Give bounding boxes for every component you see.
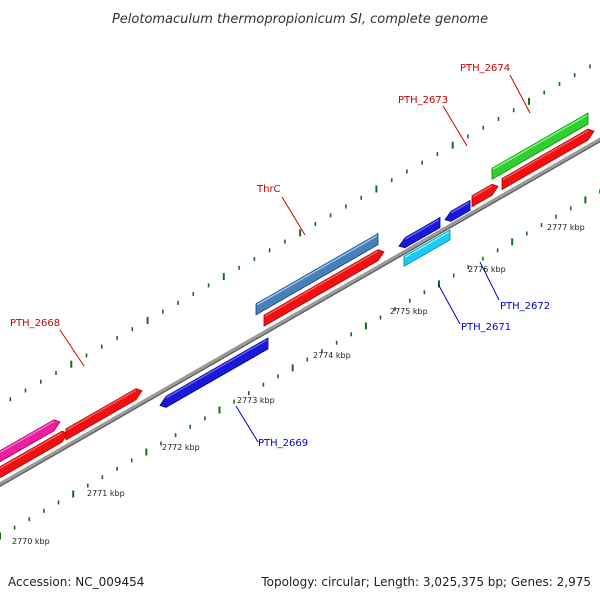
kbp-markers: 2770 kbp 2771 kbp 2772 kbp 2773 kbp 2774… [12, 223, 585, 546]
feature-highlight-red-cds-4 [472, 185, 493, 198]
genome-backbone [0, 137, 600, 487]
callout-line-pth2668 [59, 329, 85, 367]
gene-label-pth2674[interactable]: PTH_2674 [460, 63, 510, 74]
callout-line-pth2672 [479, 261, 500, 301]
upper-tick-row [9, 64, 591, 402]
kbp-label-2772: 2772 kbp [162, 443, 200, 452]
feature-red-cds-4[interactable] [471, 183, 499, 208]
feature-highlight-pth2674-gene [492, 114, 588, 170]
gene-label-thrc[interactable]: ThrC [256, 184, 281, 195]
lower-tick-row [0, 189, 600, 540]
feature-red-cds-3[interactable] [263, 249, 385, 327]
feature-thrc-gene[interactable] [255, 233, 379, 316]
kbp-label-2775: 2775 kbp [390, 307, 428, 316]
feature-highlight-red-cds-1 [0, 432, 63, 470]
feature-pink-gene[interactable] [0, 419, 61, 468]
callout-line-pth2671 [437, 283, 461, 325]
genome-backbone-shadow [0, 141, 600, 487]
feature-highlight-pth2669-cds [165, 339, 268, 399]
gene-label-pth2672[interactable]: PTH_2672 [500, 301, 550, 312]
feature-highlight-pink-gene [0, 420, 55, 454]
feature-blocks [0, 112, 595, 483]
callout-line-thrc [281, 196, 306, 236]
genome-summary-footer: Topology: circular; Length: 3,025,375 bp… [260, 575, 591, 589]
kbp-label-2773: 2773 kbp [237, 396, 275, 405]
kbp-label-2770: 2770 kbp [12, 537, 50, 546]
gene-label-pth2669[interactable]: PTH_2669 [258, 438, 308, 449]
feature-red-cds-5[interactable] [501, 128, 595, 191]
accession-footer: Accession: NC_009454 [8, 575, 144, 589]
callout-line-pth2669 [235, 405, 259, 443]
kbp-label-2774: 2774 kbp [313, 351, 351, 360]
callout-line-pth2673 [442, 105, 468, 147]
feature-red-cds-2[interactable] [65, 388, 143, 441]
feature-highlight-red-cds-2 [66, 389, 137, 431]
feature-highlight-pth2671-cds [404, 219, 440, 240]
feature-highlight-red-cds-5 [502, 129, 589, 181]
gene-label-pth2673[interactable]: PTH_2673 [398, 95, 448, 106]
feature-highlight-red-cds-3 [264, 250, 379, 317]
feature-highlight-pth2671-gene [404, 231, 450, 258]
feature-red-cds-1[interactable] [0, 430, 69, 483]
gene-label-pth2671[interactable]: PTH_2671 [461, 322, 511, 333]
kbp-label-2771: 2771 kbp [87, 489, 125, 498]
callout-line-pth2674 [509, 74, 531, 114]
map-title: Pelotomaculum thermopropionicum SI, comp… [112, 12, 488, 27]
feature-pth2674-gene[interactable] [491, 112, 589, 180]
feature-highlight-pth2672-cds [450, 201, 470, 214]
feature-highlight-thrc-gene [256, 235, 378, 306]
gene-label-callouts: PTH_2668 ThrC PTH_2673 PTH_2674 PTH_2669… [10, 63, 550, 449]
kbp-label-2776: 2776 kbp [468, 265, 506, 274]
feature-pth2671-gene[interactable] [403, 229, 451, 267]
gene-label-pth2668[interactable]: PTH_2668 [10, 318, 60, 329]
kbp-label-2777: 2777 kbp [547, 223, 585, 232]
